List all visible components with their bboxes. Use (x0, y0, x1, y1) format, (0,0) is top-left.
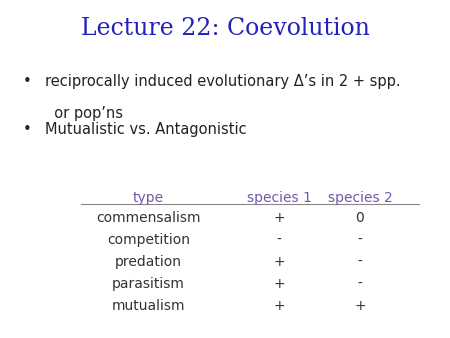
Text: 0: 0 (356, 211, 364, 225)
Text: Lecture 22: Coevolution: Lecture 22: Coevolution (81, 17, 369, 40)
Text: commensalism: commensalism (96, 211, 201, 225)
Text: reciprocally induced evolutionary Δ’s in 2 + spp.: reciprocally induced evolutionary Δ’s in… (45, 74, 400, 89)
Text: +: + (273, 255, 285, 269)
Text: -: - (358, 255, 362, 269)
Text: Mutualistic vs. Antagonistic: Mutualistic vs. Antagonistic (45, 122, 247, 137)
Text: species 2: species 2 (328, 191, 392, 205)
Text: mutualism: mutualism (112, 299, 185, 313)
Text: competition: competition (107, 233, 190, 247)
Text: -: - (358, 233, 362, 247)
Text: -: - (277, 233, 281, 247)
Text: +: + (273, 211, 285, 225)
Text: +: + (273, 277, 285, 291)
Text: species 1: species 1 (247, 191, 311, 205)
Text: +: + (354, 299, 366, 313)
Text: predation: predation (115, 255, 182, 269)
Text: or pop’ns: or pop’ns (45, 106, 123, 121)
Text: parasitism: parasitism (112, 277, 185, 291)
Text: •: • (22, 122, 31, 137)
Text: •: • (22, 74, 31, 89)
Text: type: type (133, 191, 164, 205)
Text: -: - (358, 277, 362, 291)
Text: +: + (273, 299, 285, 313)
